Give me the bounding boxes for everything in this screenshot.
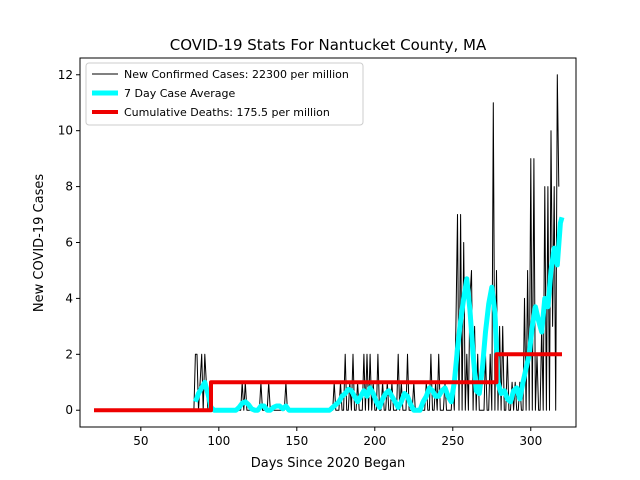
series-line-2: [193, 216, 565, 413]
y-tick-label: 6: [65, 236, 73, 250]
chart-title: COVID-19 Stats For Nantucket County, MA: [170, 36, 487, 54]
legend: New Confirmed Cases: 22300 per million 7 …: [85, 62, 364, 126]
legend-label-2: 7 Day Case Average: [124, 87, 236, 100]
y-axis-label: New COVID-19 Cases: [32, 174, 47, 312]
x-tick-label: 200: [363, 434, 386, 448]
x-tick-label: 100: [207, 434, 230, 448]
x-axis-label: Days Since 2020 Began: [251, 456, 406, 471]
x-tick-label: 300: [519, 434, 542, 448]
x-tick-label: 150: [285, 434, 308, 448]
y-tick-label: 12: [58, 68, 73, 82]
y-tick-label: 8: [65, 180, 73, 194]
y-axis-ticks: 0 2 4 6 8 10 12: [58, 68, 80, 417]
series-line-3: [94, 352, 562, 413]
series-layer: [94, 74, 565, 413]
y-tick-label: 4: [65, 291, 73, 305]
x-tick-label: 50: [133, 434, 148, 448]
y-tick-label: 10: [58, 124, 73, 138]
legend-label-3: Cumulative Deaths: 175.5 per million: [124, 106, 330, 119]
y-tick-label: 2: [65, 347, 73, 361]
legend-box: [85, 62, 364, 126]
legend-label-1: New Confirmed Cases: 22300 per million: [124, 68, 349, 81]
x-tick-label: 250: [441, 434, 464, 448]
x-axis-ticks: 50 100 150 200 250 300: [133, 427, 542, 448]
y-tick-label: 0: [65, 403, 73, 417]
